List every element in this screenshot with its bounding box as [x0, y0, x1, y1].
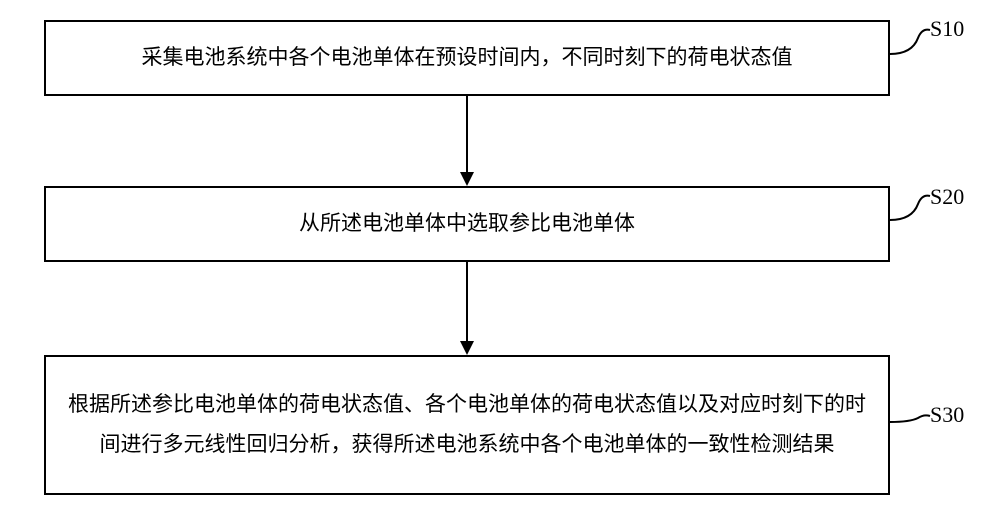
connector-curve-s30 [890, 408, 934, 438]
flow-label-s20: S20 [930, 184, 964, 210]
flow-label-s20-text: S20 [930, 184, 964, 209]
flow-label-s30-text: S30 [930, 402, 964, 427]
flow-label-s10-text: S10 [930, 16, 964, 41]
arrow-s10-s20 [457, 96, 477, 186]
connector-curve-s20 [890, 190, 934, 228]
flow-label-s30: S30 [930, 402, 964, 428]
flowchart-container: 采集电池系统中各个电池单体在预设时间内，不同时刻下的荷电状态值 S10 从所述电… [0, 0, 1000, 524]
connector-curve-s10 [890, 24, 934, 62]
flow-node-s10: 采集电池系统中各个电池单体在预设时间内，不同时刻下的荷电状态值 [44, 20, 890, 96]
flow-node-s30: 根据所述参比电池单体的荷电状态值、各个电池单体的荷电状态值以及对应时刻下的时间进… [44, 355, 890, 495]
flow-node-s20-text: 从所述电池单体中选取参比电池单体 [299, 204, 635, 244]
arrow-s20-s30 [457, 262, 477, 355]
flow-label-s10: S10 [930, 16, 964, 42]
flow-node-s30-text: 根据所述参比电池单体的荷电状态值、各个电池单体的荷电状态值以及对应时刻下的时间进… [66, 385, 868, 465]
flow-node-s10-text: 采集电池系统中各个电池单体在预设时间内，不同时刻下的荷电状态值 [142, 38, 793, 78]
flow-node-s20: 从所述电池单体中选取参比电池单体 [44, 186, 890, 262]
